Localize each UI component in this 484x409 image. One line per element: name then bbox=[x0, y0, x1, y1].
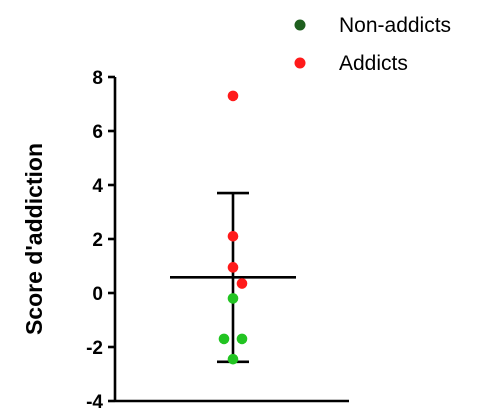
y-tick-label: 2 bbox=[92, 230, 103, 251]
data-point bbox=[227, 90, 239, 102]
legend-marker bbox=[294, 57, 306, 69]
legend-marker bbox=[294, 19, 306, 31]
y-axis: 8 6 4 2 0 -2 -4 bbox=[86, 68, 117, 409]
y-tick-label: -4 bbox=[86, 392, 103, 409]
y-tick-label: 6 bbox=[92, 122, 103, 143]
y-tick-label: 8 bbox=[92, 68, 103, 89]
data-point bbox=[236, 333, 248, 345]
legend-label: Non-addicts bbox=[339, 14, 451, 37]
y-tick-label: -2 bbox=[86, 338, 103, 359]
y-tick-label: 0 bbox=[92, 284, 103, 305]
data-point bbox=[218, 333, 230, 345]
legend-label: Addicts bbox=[339, 52, 408, 75]
y-tick-label: 4 bbox=[92, 176, 103, 197]
data-point bbox=[236, 278, 248, 289]
data-point bbox=[227, 262, 239, 273]
data-point bbox=[227, 231, 239, 242]
data-point bbox=[227, 293, 239, 304]
y-axis-label: Score d'addiction bbox=[21, 143, 47, 335]
mean-sd-errorbar bbox=[170, 191, 296, 364]
data-point bbox=[227, 353, 239, 365]
data-points bbox=[218, 90, 248, 365]
legend: Non-addicts Addicts bbox=[294, 14, 451, 75]
